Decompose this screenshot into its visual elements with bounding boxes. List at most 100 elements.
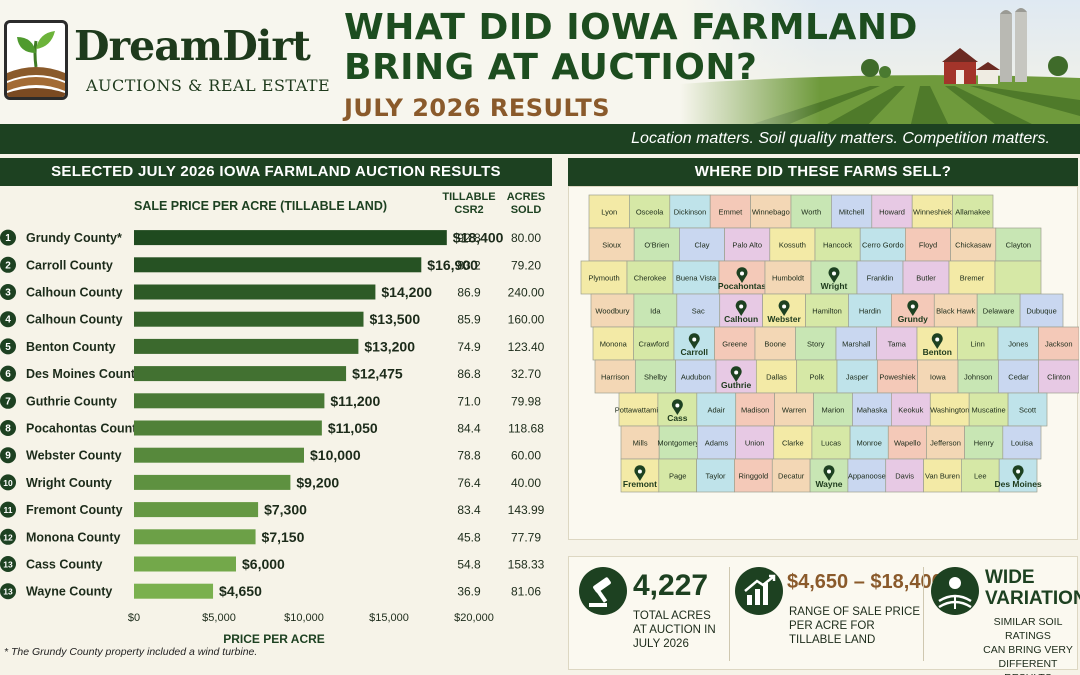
pinned-county-label: Guthrie xyxy=(721,380,751,390)
county-label: Hancock xyxy=(823,241,852,250)
county-label: Madison xyxy=(741,406,769,415)
chart-title: SALE PRICE PER ACRE (TILLABLE LAND) xyxy=(134,199,388,213)
county-shape xyxy=(790,194,832,229)
rank-number: 3 xyxy=(5,288,11,299)
county-label: Harrison xyxy=(601,373,629,382)
county-shape xyxy=(1038,359,1079,394)
variation-heading-line: VARIATION xyxy=(985,588,1080,609)
pin-dot xyxy=(910,304,915,309)
stats-divider xyxy=(729,567,730,661)
county-cell: Grundy xyxy=(891,293,935,328)
page-title-line-1: WHAT DID IOWA FARMLAND xyxy=(344,7,918,48)
csr2-value: 86.8 xyxy=(457,367,481,381)
county-cell: Mills xyxy=(620,425,660,460)
county-label: Plymouth xyxy=(588,274,619,283)
chart-row: 3 Calhoun County $14,200 86.9 240.00 xyxy=(0,284,545,300)
county-cell: Wright xyxy=(810,260,858,295)
county-shape xyxy=(836,359,878,394)
pinned-county-label: Calhoun xyxy=(724,314,758,324)
price-data-label: $14,200 xyxy=(381,284,432,300)
county-cell: Van Buren xyxy=(923,458,962,493)
county-label: Sioux xyxy=(602,241,621,250)
county-cell: Allamakee xyxy=(952,194,994,229)
location-pin-icon xyxy=(828,267,840,283)
county-cell: Carroll xyxy=(673,326,715,361)
county-label: Van Buren xyxy=(925,472,960,481)
acres-value: 118.68 xyxy=(508,422,544,436)
county-shape xyxy=(997,326,1039,361)
county-label: Dickinson xyxy=(674,208,707,217)
location-pin-icon xyxy=(907,300,919,316)
chart-row: 11 Fremont County $7,300 83.4 143.99 xyxy=(0,501,545,518)
county-shape xyxy=(911,194,953,229)
brand-subtitle: AUCTIONS & REAL ESTATE xyxy=(86,76,331,95)
county-shape xyxy=(849,425,889,460)
county-label: Calhoun County xyxy=(26,286,123,300)
acres-value: 40.00 xyxy=(511,476,541,490)
acres-value: 79.98 xyxy=(511,394,541,408)
rank-number: 13 xyxy=(3,587,13,597)
stat-caption-line: TILLABLE LAND xyxy=(789,634,876,646)
county-label: Shelby xyxy=(644,373,667,382)
stat-caption-line: RANGE OF SALE PRICE xyxy=(789,606,921,618)
county-shape xyxy=(676,293,721,328)
pinned-county-label: Des Moines xyxy=(994,479,1042,489)
county-cell: Union xyxy=(735,425,775,460)
county-cell: Clarke xyxy=(773,425,813,460)
county-label: Louisa xyxy=(1011,439,1034,448)
county-label: Tama xyxy=(888,340,907,349)
county-cell: Palo Alto xyxy=(724,227,771,262)
csr2-value: 78.8 xyxy=(457,449,481,463)
price-bar xyxy=(134,583,214,599)
county-cell: Sioux xyxy=(588,227,635,262)
location-pin-icon xyxy=(730,366,742,382)
county-cell: Montgomery xyxy=(657,425,699,460)
county-label: Adair xyxy=(708,406,726,415)
rank-badge xyxy=(0,447,16,464)
price-bar xyxy=(134,284,376,300)
price-bar xyxy=(134,474,291,490)
county-cell: Polk xyxy=(796,359,838,394)
header: DreamDirt AUCTIONS & REAL ESTATE WHAT DI… xyxy=(0,0,1080,128)
county-cell: Winneshiek xyxy=(911,194,953,229)
county-label: Davis xyxy=(895,472,914,481)
rank-number: 10 xyxy=(3,478,13,488)
price-bar xyxy=(134,230,447,246)
county-cell: Marshall xyxy=(835,326,877,361)
acres-header-line-1: ACRES xyxy=(506,191,546,203)
county-shape xyxy=(724,227,771,262)
county-shape xyxy=(933,293,978,328)
location-pin-icon xyxy=(735,300,747,316)
county-label: Ida xyxy=(650,307,661,316)
county-cell: Guthrie xyxy=(715,359,757,394)
county-cell: Dubuque xyxy=(1019,293,1064,328)
county-label: Lyon xyxy=(601,208,617,217)
county-label: Des Moines County xyxy=(26,367,142,381)
location-pin-icon xyxy=(1012,465,1024,481)
stat-caption-line: DIFFERENT RESULTS xyxy=(998,658,1058,675)
acres-value: 77.79 xyxy=(511,530,541,544)
rank-number: 6 xyxy=(5,369,11,380)
county-cell: Johnson xyxy=(957,359,999,394)
county-cell: Fremont xyxy=(620,458,660,493)
county-shape xyxy=(998,458,1038,493)
location-pin-icon xyxy=(778,300,790,316)
rank-badge xyxy=(0,392,16,409)
county-label: Marshall xyxy=(842,340,871,349)
county-label: Delaware xyxy=(983,307,1015,316)
pinned-county-label: Carroll xyxy=(681,347,708,357)
county-label: Clinton xyxy=(1047,373,1070,382)
county-cell: Buena Vista xyxy=(672,260,720,295)
rank-number: 2 xyxy=(5,260,11,271)
county-cell: Jackson xyxy=(1038,326,1079,361)
rank-number: 5 xyxy=(5,342,11,353)
county-shape xyxy=(769,227,816,262)
chart-row: 10 Wright County $9,200 76.4 40.00 xyxy=(0,474,541,491)
county-cell: Lucas xyxy=(811,425,851,460)
map-heading: WHERE DID THESE FARMS SELL? xyxy=(568,158,1078,186)
county-label: Grundy County* xyxy=(26,231,122,245)
county-label: Butler xyxy=(916,274,936,283)
rank-badge xyxy=(0,365,16,382)
